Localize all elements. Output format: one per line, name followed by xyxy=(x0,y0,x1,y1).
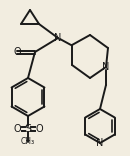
Text: N: N xyxy=(96,138,104,148)
Text: O: O xyxy=(13,47,21,57)
Text: S: S xyxy=(24,124,32,134)
Text: N: N xyxy=(102,62,110,72)
Text: CH₃: CH₃ xyxy=(21,137,35,146)
Text: O: O xyxy=(13,124,21,134)
Text: O: O xyxy=(35,124,43,134)
Text: N: N xyxy=(54,33,62,43)
